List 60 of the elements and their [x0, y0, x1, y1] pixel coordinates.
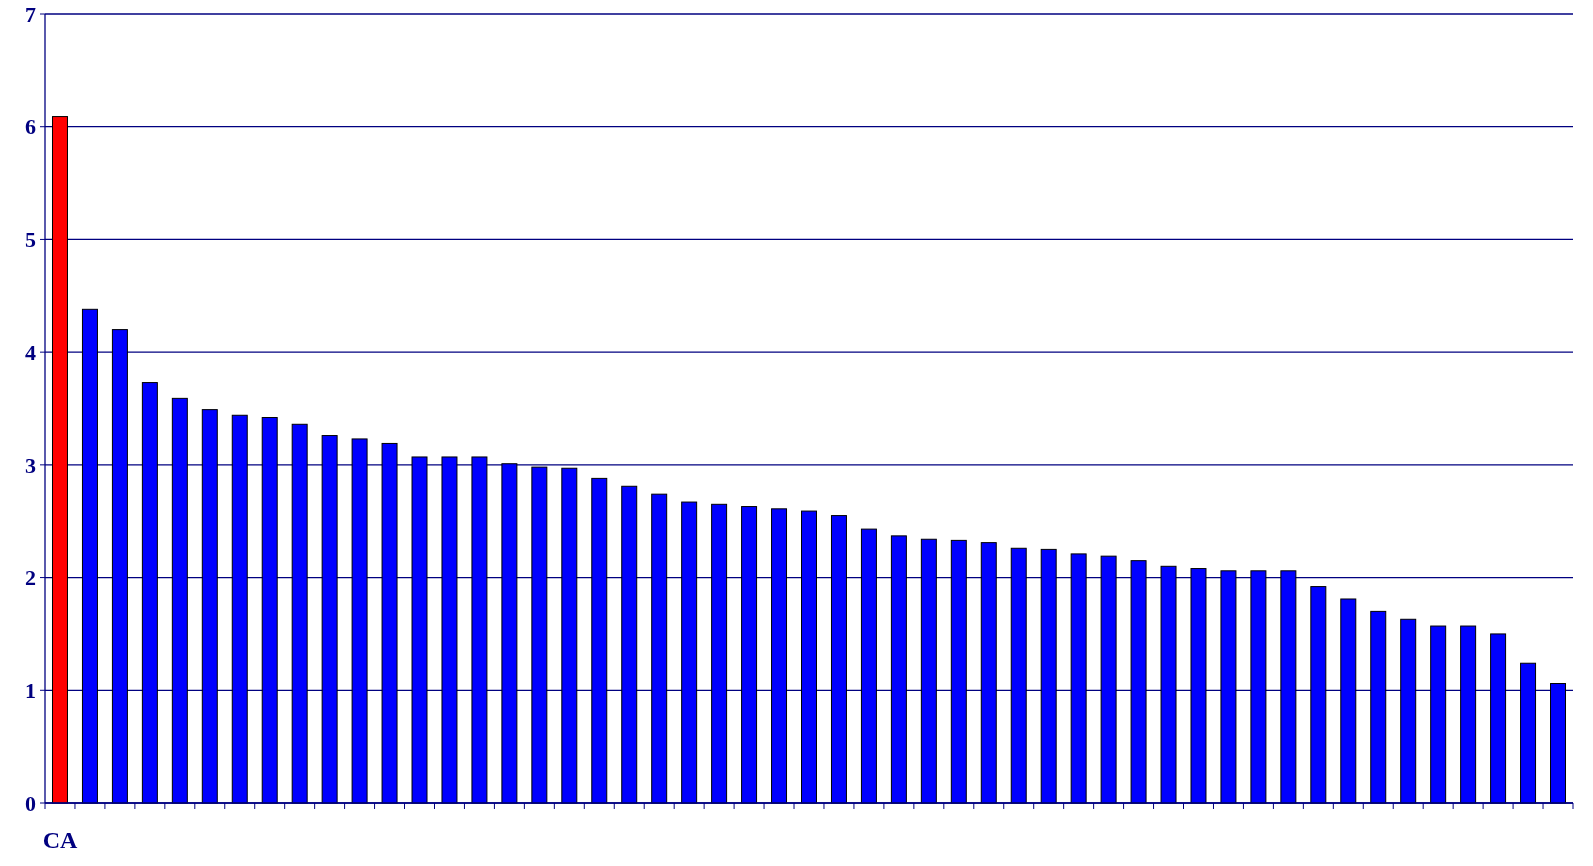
y-tick-label: 6	[25, 114, 36, 140]
bar	[201, 409, 218, 804]
bar	[1340, 598, 1357, 804]
bar	[591, 477, 608, 804]
bar	[890, 535, 907, 804]
bar	[1190, 568, 1207, 804]
bar	[291, 423, 308, 804]
bar	[860, 528, 877, 804]
bar	[321, 435, 338, 804]
bar	[441, 456, 458, 804]
bar	[741, 506, 758, 804]
y-tick-label: 1	[25, 677, 36, 703]
bar	[231, 414, 248, 804]
bar	[681, 501, 698, 804]
bar	[561, 467, 578, 804]
bar	[1310, 586, 1327, 804]
y-tick-label: 2	[25, 565, 36, 591]
bar	[471, 456, 488, 804]
bar	[1160, 565, 1177, 804]
bar	[81, 308, 98, 804]
bar	[381, 442, 398, 804]
bar	[1550, 683, 1567, 804]
bar	[1100, 555, 1117, 804]
bar	[621, 485, 638, 804]
y-tick-label: 7	[25, 1, 36, 27]
y-tick-label: 3	[25, 452, 36, 478]
bar	[920, 538, 937, 804]
bar	[1010, 547, 1027, 804]
y-tick-label: 4	[25, 339, 36, 365]
bar	[51, 116, 68, 804]
bar	[1490, 633, 1507, 804]
bar	[501, 463, 518, 804]
bar	[1220, 570, 1237, 804]
bar	[830, 515, 847, 804]
bar	[1520, 662, 1537, 804]
bar	[950, 539, 967, 804]
bar	[111, 329, 128, 804]
bar	[771, 508, 788, 804]
bar	[651, 493, 668, 804]
bar	[1370, 610, 1387, 804]
bar	[171, 397, 188, 804]
bar	[1250, 570, 1267, 804]
bar	[980, 542, 997, 804]
bar	[1040, 548, 1057, 804]
bar	[1460, 625, 1477, 804]
x-tick-label: CA	[42, 827, 78, 853]
bar	[801, 510, 817, 804]
bar	[411, 456, 428, 804]
bar	[1280, 570, 1297, 804]
bar	[1130, 560, 1147, 804]
bar	[1070, 553, 1087, 804]
bar	[351, 438, 368, 804]
bar	[1400, 618, 1417, 804]
bar	[711, 503, 728, 804]
y-tick-label: 5	[25, 227, 36, 253]
bar	[141, 382, 158, 804]
bar	[531, 466, 548, 804]
y-tick-label: 0	[25, 790, 36, 816]
bar	[261, 417, 278, 804]
bar	[1430, 625, 1447, 804]
